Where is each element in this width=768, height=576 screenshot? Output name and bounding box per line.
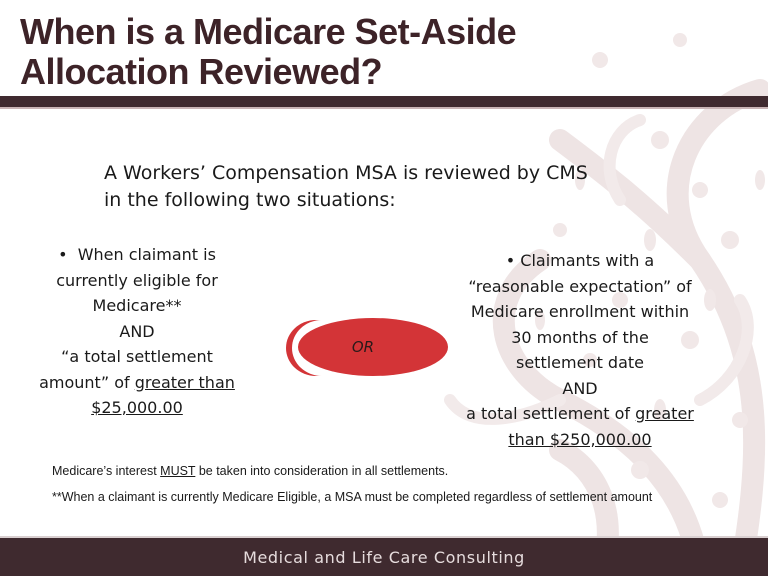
left-line-1: • When claimant is [58,245,216,264]
left-line-4: AND [119,321,155,341]
right-line-1: • Claimants with a [505,251,655,270]
bullet-icon: • [58,245,68,264]
right-line-4: 30 months of the [511,327,649,347]
bullet-icon: • [505,251,516,270]
left-line-7: $25,000.00 [22,395,252,421]
intro-text: A Workers’ Compensation MSA is reviewed … [104,160,664,214]
or-label: OR [351,338,375,356]
intro-line-1: A Workers’ Compensation MSA is reviewed … [104,162,588,184]
right-line-5: settlement date [515,353,645,372]
note-medicare-interest: Medicare’s interest MUST be taken into c… [52,464,449,478]
left-line-5: “a total settlement [61,347,213,366]
left-line-6: amount” of greater than [39,372,235,392]
or-ellipse: OR [298,318,448,376]
note-eligibility-footnote: **When a claimant is currently Medicare … [52,490,653,504]
slide-title: When is a Medicare Set-Aside Allocation … [20,12,620,92]
left-line-3: Medicare** [92,296,182,315]
underlined-text: greater [635,404,694,423]
underlined-amount: $25,000.00 [91,398,183,417]
title-divider-bar [0,96,768,107]
right-line-8: than $250,000.00 [448,427,712,453]
left-condition: • When claimant is currently eligible fo… [22,242,252,421]
title-line-2: Allocation Reviewed? [20,51,383,92]
emphasis-must: MUST [160,464,196,478]
right-line-6: AND [562,378,598,398]
right-line-3: Medicare enrollment within [470,302,690,321]
left-line-2: currently eligible for [56,270,218,290]
right-line-2: “reasonable expectation” of [468,276,692,296]
or-divider-shape: OR [286,318,448,378]
intro-line-2: in the following two situations: [104,189,396,211]
title-line-1: When is a Medicare Set-Aside [20,11,517,52]
title-divider-shadow [0,107,768,109]
footer-divider [0,536,768,538]
footer-company-name: Medical and Life Care Consulting [243,547,525,567]
footer-bar: Medical and Life Care Consulting [0,538,768,576]
underlined-amount: than $250,000.00 [508,429,652,449]
right-line-7: a total settlement of greater [466,404,694,423]
right-condition: • Claimants with a “reasonable expectati… [448,248,712,452]
underlined-text: greater than [134,372,235,392]
